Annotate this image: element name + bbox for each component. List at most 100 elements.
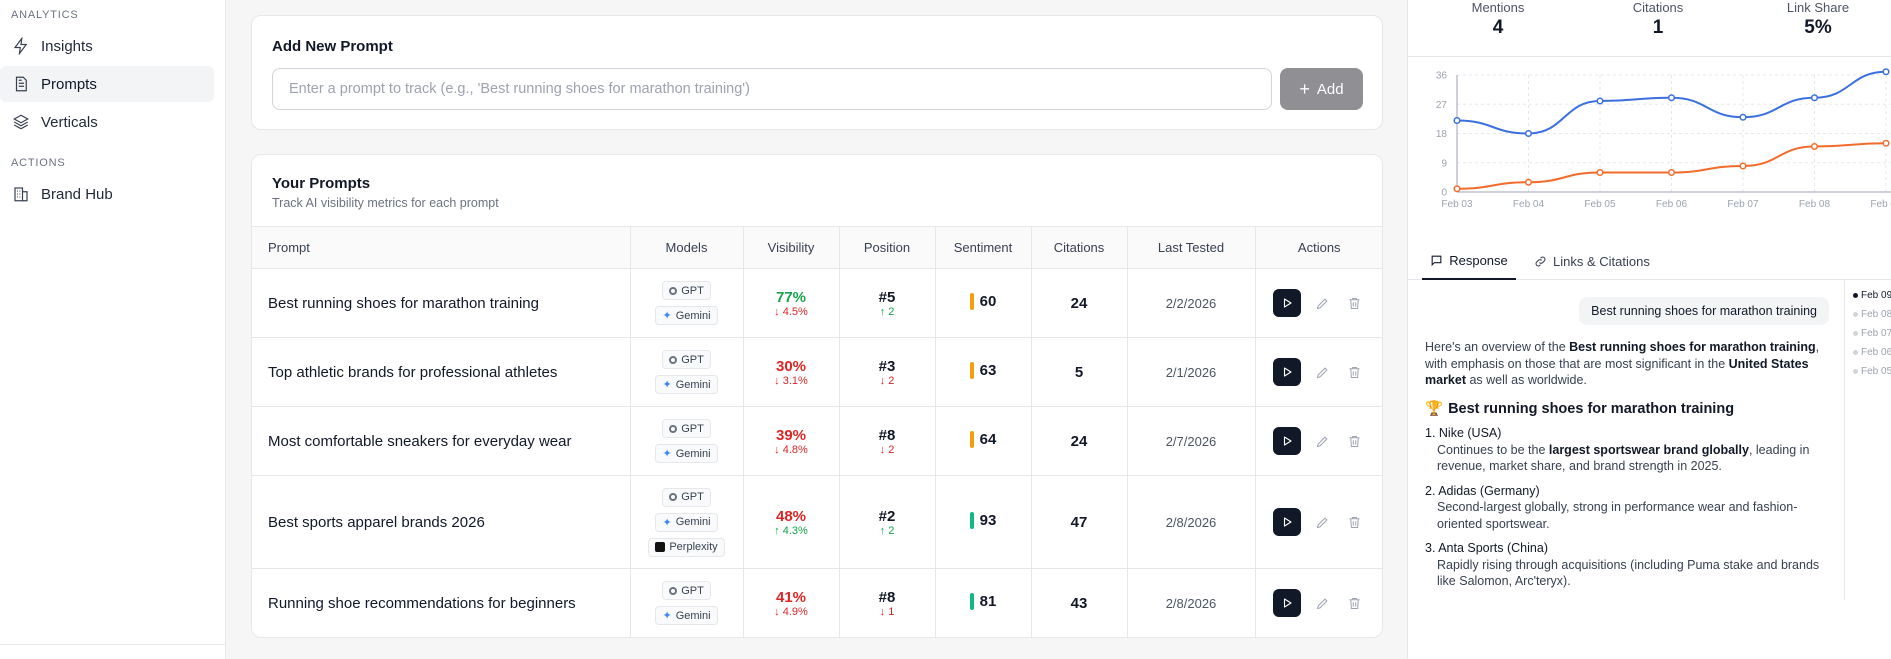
models-cell: GPT ✦ Gemini: [630, 406, 744, 476]
gemini-icon: ✦: [662, 379, 672, 391]
tab-links-citations[interactable]: Links & Citations: [1534, 242, 1650, 280]
prompt-input[interactable]: Enter a prompt to track (e.g., 'Best run…: [272, 68, 1272, 110]
tab-label: Response: [1449, 252, 1508, 268]
visibility-cell: 48% ↑ 4.3%: [743, 475, 840, 569]
layers-icon: [13, 114, 29, 130]
response-timeline: Feb 09 Feb 08 Feb 07 Feb 06 Feb 05: [1844, 280, 1891, 600]
timeline-dot: [1853, 331, 1858, 336]
x-tick-label: Feb 03: [1441, 199, 1473, 210]
series-point: [1810, 94, 1819, 102]
edit-button[interactable]: [1311, 361, 1333, 383]
run-button[interactable]: [1273, 358, 1302, 386]
citations-value: 43: [1070, 594, 1088, 612]
model-list: GPT ✦ Gemini Perplexity: [631, 485, 743, 560]
sidebar-item-prompts[interactable]: Prompts: [0, 66, 214, 102]
run-button[interactable]: [1273, 508, 1302, 536]
sentiment-bar: [969, 431, 974, 448]
timeline-item[interactable]: Feb 06: [1853, 347, 1891, 358]
sidebar-item-verticals[interactable]: Verticals: [0, 104, 214, 140]
detail-panel: Mentions 4 Citations 1 Link Share 5% 36 2…: [1407, 0, 1891, 659]
add-button[interactable]: + Add: [1280, 68, 1363, 110]
table-row[interactable]: Most comfortable sneakers for everyday w…: [252, 406, 1382, 476]
response-list: 1. Nike (USA) Continues to be the larges…: [1425, 425, 1837, 590]
row-actions: [1273, 358, 1365, 386]
col-header-position[interactable]: Position: [839, 226, 936, 269]
prompt-text[interactable]: Running shoe recommendations for beginne…: [252, 568, 631, 637]
table-row[interactable]: Best sports apparel brands 2026 GPT ✦ Gemin…: [252, 475, 1382, 569]
table-row[interactable]: Best running shoes for marathon training…: [252, 268, 1382, 338]
row-actions: [1273, 508, 1365, 536]
col-header-models[interactable]: Models: [630, 226, 744, 269]
sidebar-item-brand-hub[interactable]: Brand Hub: [0, 176, 214, 212]
col-header-last-tested[interactable]: Last Tested: [1127, 226, 1256, 269]
model-list: GPT ✦ Gemini: [631, 278, 743, 328]
pencil-icon: [1316, 435, 1328, 447]
sentiment-cell: 93: [935, 475, 1032, 569]
sidebar-item-label: Insights: [41, 37, 93, 55]
citations-cell: 47: [1031, 475, 1128, 569]
position-cell: #2 ↑ 2: [839, 475, 936, 569]
series-point: [1453, 116, 1461, 125]
gpt-icon: [669, 355, 678, 364]
col-header-prompt[interactable]: Prompt: [252, 226, 631, 269]
timeline-dot: [1853, 369, 1858, 374]
run-button[interactable]: [1273, 589, 1302, 618]
delete-button[interactable]: [1343, 511, 1365, 533]
delete-button[interactable]: [1343, 292, 1365, 314]
citations-value: 24: [1070, 432, 1088, 450]
edit-button[interactable]: [1311, 511, 1333, 533]
model-badge: ✦ Gemini: [655, 512, 718, 532]
sidebar-divider: [0, 644, 226, 645]
prompt-text[interactable]: Best running shoes for marathon training: [252, 268, 631, 338]
sentiment-value: 93: [979, 512, 997, 529]
model-name: GPT: [681, 491, 704, 503]
sidebar-item-insights[interactable]: Insights: [0, 28, 214, 64]
model-badge: GPT: [662, 581, 711, 601]
list-item-body: Second-largest globally, strong in perfo…: [1437, 500, 1798, 531]
heading-text: Best running shoes for marathon training: [1448, 400, 1735, 417]
col-header-visibility[interactable]: Visibility: [743, 226, 840, 269]
run-button[interactable]: [1273, 427, 1302, 455]
table-row[interactable]: Top athletic brands for professional ath…: [252, 337, 1382, 407]
timeline-item[interactable]: Feb 08: [1853, 309, 1891, 320]
prompt-text[interactable]: Best sports apparel brands 2026: [252, 475, 631, 569]
prompts-title: Your Prompts: [272, 175, 371, 192]
gemini-icon: ✦: [662, 516, 672, 529]
gemini-icon: ✦: [662, 448, 672, 460]
stat-value: 5%: [1804, 17, 1832, 38]
prompt-text[interactable]: Top athletic brands for professional ath…: [252, 337, 631, 407]
intro-text: as well as worldwide.: [1466, 373, 1587, 387]
sentiment-cell: 64: [935, 406, 1032, 476]
delete-button[interactable]: [1343, 361, 1365, 383]
col-header-sentiment[interactable]: Sentiment: [935, 226, 1032, 269]
visibility-delta: ↑ 4.3%: [774, 524, 808, 537]
timeline-item[interactable]: Feb 07: [1853, 328, 1891, 339]
model-name: GPT: [681, 353, 704, 366]
timeline-item[interactable]: Feb 09: [1853, 290, 1891, 301]
position-delta: ↓ 2: [879, 374, 895, 387]
edit-button[interactable]: [1311, 592, 1333, 614]
col-header-actions: Actions: [1255, 226, 1382, 269]
prompt-text[interactable]: Most comfortable sneakers for everyday w…: [252, 406, 631, 476]
trash-icon: [1349, 597, 1360, 609]
run-button[interactable]: [1273, 289, 1302, 317]
sentiment-score: 60: [969, 293, 996, 310]
intro-text: , with emphasis on those that are most s…: [1425, 340, 1820, 371]
position-delta: ↓ 2: [879, 443, 895, 456]
model-badge: GPT: [662, 350, 711, 369]
delete-button[interactable]: [1343, 592, 1365, 614]
col-header-citations[interactable]: Citations: [1031, 226, 1128, 269]
edit-button[interactable]: [1311, 430, 1333, 452]
delete-button[interactable]: [1343, 430, 1365, 452]
tab-response[interactable]: Response: [1422, 242, 1516, 280]
gpt-icon: [669, 493, 678, 501]
edit-button[interactable]: [1311, 292, 1333, 314]
timeline-item[interactable]: Feb 05: [1853, 366, 1891, 377]
link-icon: [1535, 256, 1546, 266]
gpt-icon: [669, 286, 678, 295]
table-row[interactable]: Running shoe recommendations for beginne…: [252, 568, 1382, 637]
citations-value: 24: [1070, 294, 1088, 312]
query-bubble: Best running shoes for marathon training: [1579, 297, 1829, 325]
add-prompt-card: Add New Prompt Enter a prompt to track (…: [251, 15, 1383, 130]
